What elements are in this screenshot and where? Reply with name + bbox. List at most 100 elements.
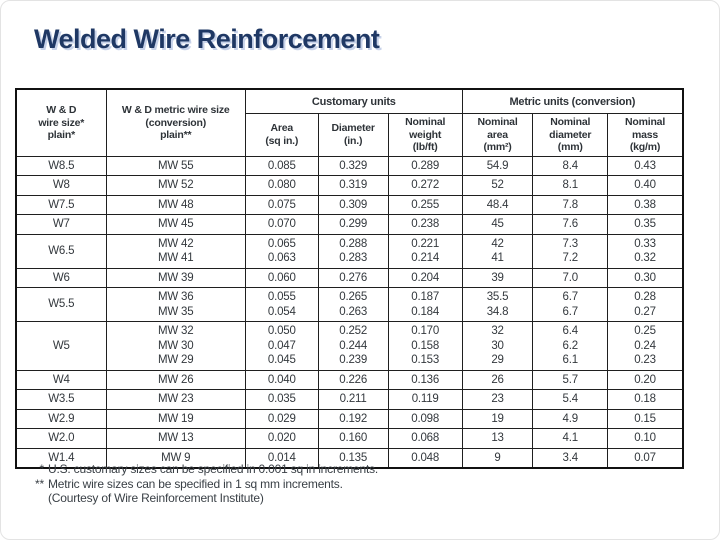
column-header-nominal-diameter: Nominal diameter (mm) (532, 113, 609, 157)
footnote-text: (Courtesy of Wire Reinforcement Institut… (48, 491, 264, 505)
table-cell: MW 36 MW 35 (105, 287, 246, 322)
table-cell: 0.30 (607, 267, 684, 288)
table-cell: 0.075 (244, 194, 319, 215)
table-row: W6 MW 39 0.060 0.276 0.204 39 7.0 0.30 (15, 267, 684, 288)
table-cell: MW 13 (105, 428, 246, 449)
table-cell: 0.43 (607, 155, 684, 176)
table-cell: 8.4 (532, 155, 609, 176)
table-header: W & D wire size* plain* W & D metric wir… (15, 88, 684, 157)
table-cell: W7.5 (15, 194, 107, 215)
table-row: W7.5 MW 48 0.075 0.309 0.255 48.4 7.8 0.38 (15, 194, 684, 215)
wwr-table: W & D wire size* plain* W & D metric wir… (15, 88, 684, 469)
table-cell: MW 19 (105, 408, 246, 429)
footnote-marker: ** (35, 476, 44, 491)
table-cell: W1.4 (15, 447, 107, 469)
table-cell: 19 (461, 408, 534, 429)
table-cell: 0.050 0.047 0.045 (244, 321, 319, 371)
table-cell: 6.7 6.7 (532, 287, 609, 322)
table-cell: 0.10 (607, 428, 684, 449)
table-cell: 5.4 (532, 389, 609, 410)
table-cell: MW 55 (105, 155, 246, 176)
table-cell: 52 (461, 175, 534, 196)
column-header-metric-size: W & D metric wire size (conversion) plai… (105, 88, 246, 157)
table-cell: 13 (461, 428, 534, 449)
table-cell: 0.255 (387, 194, 463, 215)
footnote-marker: * (39, 462, 45, 476)
table-row: W4 MW 26 0.040 0.226 0.136 26 5.7 0.20 (15, 369, 684, 390)
table-cell: 0.119 (387, 389, 463, 410)
table-cell: 0.211 (317, 389, 389, 410)
table-cell: W8.5 (15, 155, 107, 176)
table-cell: 0.35 (607, 214, 684, 235)
table-cell: W8 (15, 175, 107, 196)
table-cell: 7.6 (532, 214, 609, 235)
table-row: W7 MW 45 0.070 0.299 0.238 45 7.6 0.35 (15, 214, 684, 235)
table-cell: W5.5 (15, 287, 107, 322)
table-cell: W7 (15, 214, 107, 235)
group-header-metric: Metric units (conversion) (461, 88, 684, 114)
footnote-text: Metric wire sizes can be specified in 1 … (48, 476, 343, 491)
table-cell: W2.9 (15, 408, 107, 429)
table-row: W2.9 MW 19 0.029 0.192 0.098 19 4.9 0.15 (15, 408, 684, 429)
table-cell: W6 (15, 267, 107, 288)
table-cell: MW 39 (105, 267, 246, 288)
table-cell: 0.085 (244, 155, 319, 176)
footnote-customary: * U.S. customary sizes can be specified … (28, 462, 379, 477)
group-header-customary: Customary units (244, 88, 463, 114)
table-cell: 45 (461, 214, 534, 235)
table-row: W5 MW 32 MW 30 MW 29 0.050 0.047 0.045 0.25… (15, 321, 684, 371)
table-cell: 26 (461, 369, 534, 390)
table-cell: 0.20 (607, 369, 684, 390)
page-title: Welded Wire Reinforcement (34, 24, 380, 54)
table-cell: W5 (15, 321, 107, 371)
table-cell: W3.5 (15, 389, 107, 410)
table-cell: W6.5 (15, 233, 107, 269)
group-header-row: W & D wire size* plain* W & D metric wir… (15, 88, 684, 157)
table-cell: 4.9 (532, 408, 609, 429)
column-header-diameter: Diameter (in.) (317, 113, 389, 157)
table-cell: 3.4 (532, 447, 609, 469)
table-cell: 0.014 (244, 447, 319, 469)
table-cell: MW 52 (105, 175, 246, 196)
table-cell: 0.28 0.27 (607, 287, 684, 322)
table-cell: MW 9 (105, 447, 246, 469)
table-cell: 0.055 0.054 (244, 287, 319, 322)
table-cell: MW 23 (105, 389, 246, 410)
table-row: W6.5 MW 42 MW 41 0.065 0.063 0.288 0.283 0.2… (15, 233, 684, 269)
column-header-area: Area (sq in.) (244, 113, 319, 157)
table-row: W3.5 MW 23 0.035 0.211 0.119 23 5.4 0.18 (15, 389, 684, 410)
table-cell: 9 (461, 447, 534, 469)
table-cell: 0.38 (607, 194, 684, 215)
table-cell: 0.288 0.283 (317, 233, 389, 269)
table-cell: 7.3 7.2 (532, 233, 609, 269)
table-cell: 54.9 (461, 155, 534, 176)
footnote-marker (28, 491, 44, 506)
table-body: W8.5 MW 55 0.085 0.329 0.289 54.9 8.4 0.43 W8 MW … (15, 155, 684, 469)
table-cell: 0.065 0.063 (244, 233, 319, 269)
table-cell: 0.226 (317, 369, 389, 390)
table-cell: 0.020 (244, 428, 319, 449)
table-cell: 0.060 (244, 267, 319, 288)
table-cell: 0.15 (607, 408, 684, 429)
table-cell: 0.187 0.184 (387, 287, 463, 322)
sub-header-row: Area (sq in.) Diameter (in.) Nominal wei… (16, 113, 684, 157)
table-cell: 0.276 (317, 267, 389, 288)
table-cell: 0.265 0.263 (317, 287, 389, 322)
table-cell: 0.098 (387, 408, 463, 429)
table-cell: 6.4 6.2 6.1 (532, 321, 609, 371)
table-cell: 39 (461, 267, 534, 288)
column-header-nominal-mass: Nominal mass (kg/m) (607, 113, 684, 157)
table-cell: 4.1 (532, 428, 609, 449)
table-cell: 0.238 (387, 214, 463, 235)
table-cell: MW 32 MW 30 MW 29 (105, 321, 246, 371)
table-cell: 7.8 (532, 194, 609, 215)
table-cell: 0.07 (607, 447, 684, 469)
table-cell: 0.160 (317, 428, 389, 449)
table-cell: 0.252 0.244 0.239 (317, 321, 389, 371)
table-row: W8.5 MW 55 0.085 0.329 0.289 54.9 8.4 0.43 (15, 155, 684, 176)
table-row: W8 MW 52 0.080 0.319 0.272 52 8.1 0.40 (15, 175, 684, 196)
footnote-text: U.S. customary sizes can be specified in… (48, 462, 379, 476)
column-header-weight: Nominal weight (lb/ft) (387, 113, 463, 157)
footnotes: * U.S. customary sizes can be specified … (28, 462, 378, 506)
